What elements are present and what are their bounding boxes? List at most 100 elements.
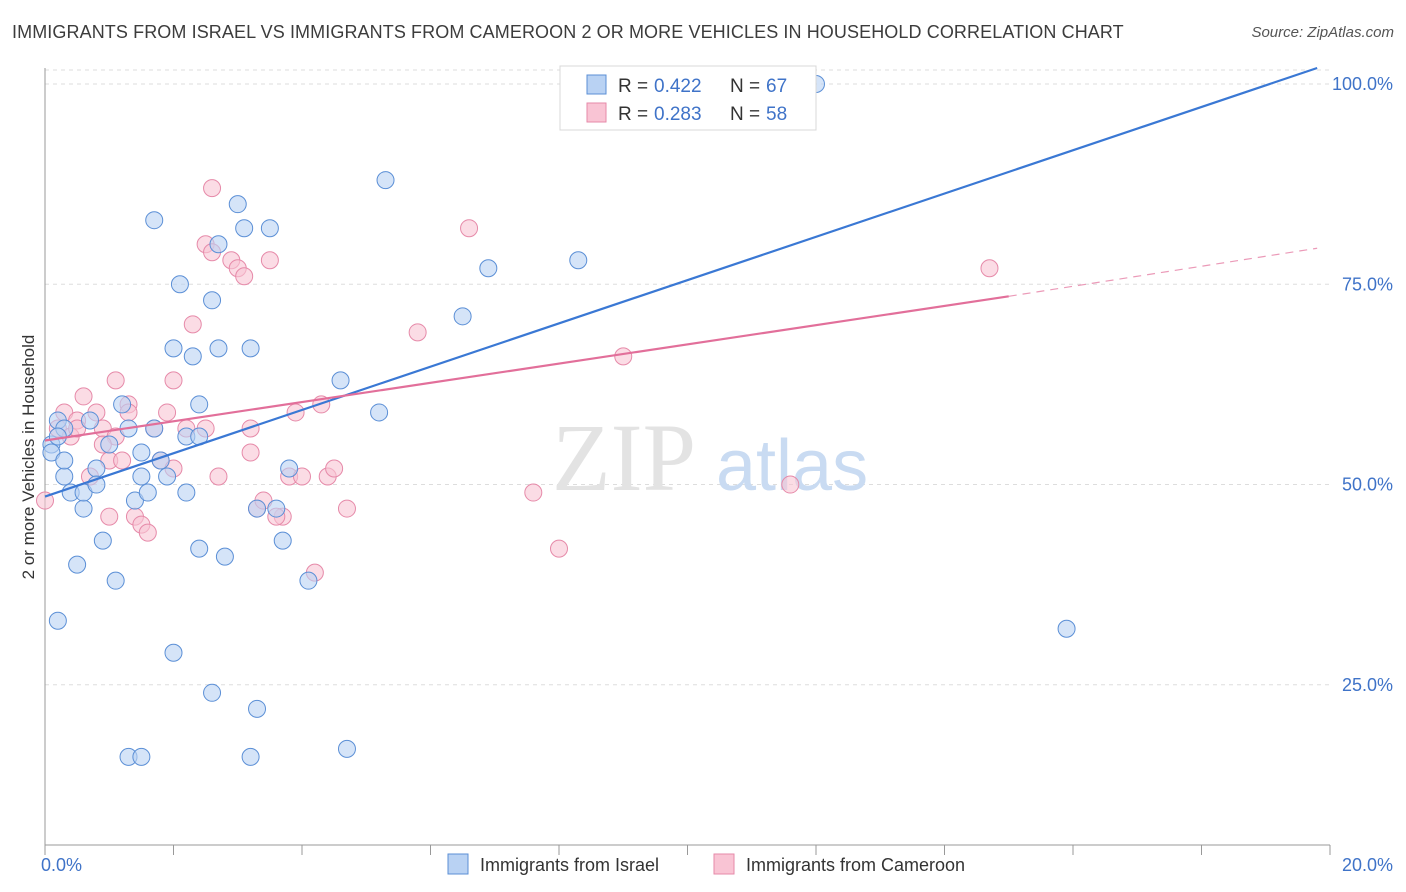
legend-n-label-israel: N =: [730, 76, 765, 97]
cameroon-point: [209, 467, 228, 486]
israel-point: [55, 451, 74, 470]
legend-n-value-israel: 67: [766, 76, 787, 97]
cameroon-point: [138, 523, 157, 542]
cameroon-points: [36, 179, 999, 582]
israel-point: [145, 211, 164, 230]
cameroon-point: [325, 459, 344, 478]
cameroon-point: [158, 403, 177, 422]
israel-point: [190, 395, 209, 414]
israel-point: [235, 219, 254, 238]
x-ticks: [44, 845, 1331, 855]
israel-trend-line: [44, 66, 1318, 498]
israel-point: [48, 427, 67, 446]
cameroon-point: [100, 507, 119, 526]
israel-point: [337, 739, 356, 758]
israel-point: [299, 571, 318, 590]
cameroon-point: [183, 315, 202, 334]
series-legend: Immigrants from Israel Immigrants from C…: [447, 853, 965, 875]
x-tick-labels: 0.0% 20.0%: [41, 855, 1393, 875]
bottom-legend-swatch-cameroon: [713, 853, 735, 875]
cameroon-point: [408, 323, 427, 342]
israel-point: [376, 171, 395, 190]
cameroon-point: [235, 267, 254, 286]
israel-point: [203, 291, 222, 310]
israel-point: [569, 251, 588, 270]
cameroon-point: [113, 451, 132, 470]
watermark-zip: ZIP: [552, 404, 696, 511]
source-label: Source: ZipAtlas.com: [1251, 24, 1394, 41]
israel-point: [479, 259, 498, 278]
israel-point: [209, 235, 228, 254]
y-axis-label: 2 or more Vehicles in Household: [19, 335, 38, 580]
x-tick-label: 0.0%: [41, 855, 82, 875]
cameroon-point: [614, 347, 633, 366]
israel-point: [453, 307, 472, 326]
cameroon-point: [260, 251, 279, 270]
bottom-legend-label-israel: Immigrants from Israel: [480, 855, 659, 875]
israel-point: [106, 571, 125, 590]
israel-point: [132, 443, 151, 462]
israel-point: [68, 555, 87, 574]
israel-point: [55, 467, 74, 486]
israel-point: [241, 339, 260, 358]
cameroon-point: [980, 259, 999, 278]
watermark: ZIP atlas: [552, 404, 868, 511]
cameroon-trend-line: [44, 295, 1009, 442]
israel-point: [93, 531, 112, 550]
israel-point: [132, 467, 151, 486]
israel-point: [228, 195, 247, 214]
israel-point: [48, 611, 67, 630]
israel-point: [331, 371, 350, 390]
cameroon-point: [106, 371, 125, 390]
cameroon-point: [203, 179, 222, 198]
israel-point: [132, 747, 151, 766]
cameroon-point: [74, 387, 93, 406]
israel-point: [248, 499, 267, 518]
israel-point: [215, 547, 234, 566]
cameroon-point: [550, 539, 568, 558]
legend-n-label-cameroon: N =: [730, 104, 765, 125]
watermark-atlas: atlas: [716, 426, 868, 506]
y-tick-label: 100.0%: [1332, 74, 1393, 94]
israel-point: [158, 467, 177, 486]
cameroon-point: [337, 499, 356, 518]
cameroon-point: [164, 371, 183, 390]
cameroon-point: [524, 483, 543, 502]
israel-point: [100, 435, 119, 454]
cameroon-point: [781, 475, 800, 494]
israel-point: [177, 483, 196, 502]
israel-point: [273, 531, 292, 550]
israel-point: [1057, 619, 1076, 638]
cameroon-point: [460, 219, 479, 238]
bottom-legend-swatch-israel: [447, 853, 469, 875]
x-tick-label: 20.0%: [1342, 855, 1393, 875]
israel-point: [164, 339, 183, 358]
stats-legend: R = 0.422 N = 67 R = 0.283 N = 58: [559, 65, 817, 131]
israel-point: [190, 539, 209, 558]
israel-point: [209, 339, 228, 358]
legend-r-value-cameroon: 0.283: [654, 104, 702, 125]
israel-point: [248, 699, 267, 718]
legend-n-value-cameroon: 58: [766, 104, 787, 125]
legend-swatch-israel: [586, 74, 607, 95]
legend-r-value-israel: 0.422: [654, 76, 702, 97]
bottom-legend-label-cameroon: Immigrants from Cameroon: [746, 855, 965, 875]
cameroon-trend-extension: [1008, 247, 1318, 297]
gridlines: [45, 69, 1330, 686]
legend-swatch-cameroon: [586, 102, 607, 123]
y-tick-labels: 25.0% 50.0% 75.0% 100.0%: [1332, 74, 1393, 695]
cameroon-point: [241, 443, 260, 462]
israel-point: [87, 459, 106, 478]
israel-point: [370, 403, 389, 422]
israel-point: [80, 411, 99, 430]
y-tick-label: 50.0%: [1342, 475, 1393, 495]
legend-r-label-israel: R =: [618, 76, 653, 97]
israel-point: [267, 499, 286, 518]
chart-title: IMMIGRANTS FROM ISRAEL VS IMMIGRANTS FRO…: [12, 22, 1124, 42]
israel-point: [241, 747, 260, 766]
israel-point: [203, 683, 222, 702]
cameroon-point: [241, 419, 260, 438]
israel-point: [260, 219, 279, 238]
y-tick-label: 75.0%: [1342, 274, 1393, 294]
